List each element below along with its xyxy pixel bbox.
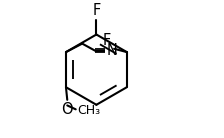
Text: O: O <box>61 102 73 117</box>
Text: CH₃: CH₃ <box>78 104 101 117</box>
Text: F: F <box>92 3 101 18</box>
Text: N: N <box>107 43 118 58</box>
Text: F: F <box>103 33 111 47</box>
